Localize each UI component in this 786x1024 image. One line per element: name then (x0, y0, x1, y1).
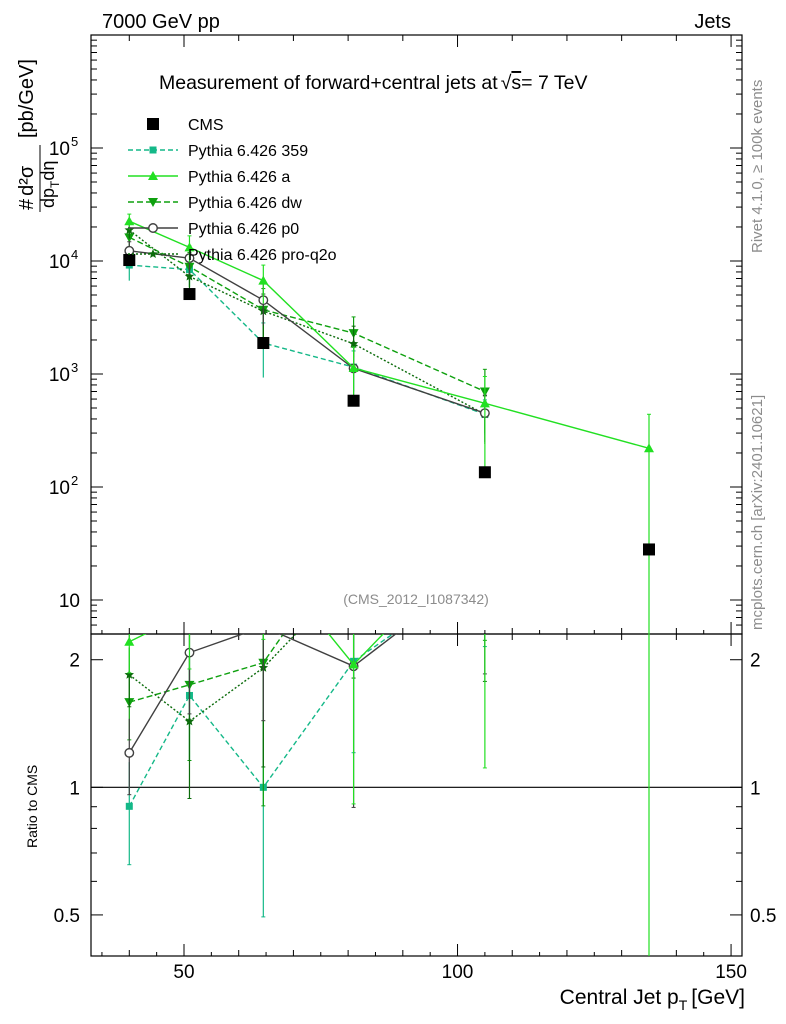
y-tick-label: 10 (59, 591, 80, 612)
ratio-data-point (348, 659, 359, 669)
ratio-data-point (184, 716, 195, 726)
header-right: Jets (694, 11, 731, 33)
ratio-data-point (259, 622, 268, 631)
ratio-plot-frame (90, 633, 743, 957)
ratio-axis-label: Ratio to CMS (24, 765, 40, 848)
ratio-tick-label-left: 2 (69, 651, 80, 672)
ratio-data-point (184, 607, 194, 616)
series-line (129, 220, 650, 449)
mcplots-label: mcplots.cern.ch [arXiv:2401.10621] (749, 395, 766, 630)
ratio-panel-series (124, 403, 654, 956)
data-point (479, 398, 490, 408)
data-point (124, 225, 134, 235)
series-line (128, 236, 486, 393)
y-tick-label: 10 (49, 252, 70, 273)
legend-marker (149, 146, 157, 154)
series-pythia-6-426-p0 (124, 241, 490, 443)
y-tick-exponent: 2 (71, 473, 78, 488)
data-point (643, 543, 655, 556)
ratio-data-point (124, 636, 135, 646)
legend-entry: CMS (147, 117, 224, 134)
y-axis-label: #d²σ (16, 165, 38, 210)
ratio-data-point (258, 548, 268, 557)
data-point (478, 466, 491, 479)
data-point (348, 338, 359, 348)
x-tick-label: 150 (715, 962, 747, 983)
ratio-series-pythia-6-426-a (124, 403, 654, 956)
ratio-data-point (125, 802, 133, 810)
data-point (183, 288, 196, 301)
ratio-series-pythia-6-426-p0 (124, 561, 490, 808)
ratio-data-point (480, 524, 490, 533)
ratio-data-point (481, 561, 490, 570)
legend-entry: Pythia 6.426 359 (128, 143, 308, 160)
data-series (123, 213, 655, 956)
series-cms (123, 254, 655, 556)
y-axis-unit: [pb/GeV] (16, 59, 38, 138)
plot-title: Measurement of forward+central jets at √s… (159, 72, 587, 94)
data-point (348, 362, 359, 372)
ratio-series-line (128, 634, 385, 666)
y-tick-exponent: 3 (71, 360, 78, 375)
series-pythia-6-426-a (124, 213, 654, 634)
series-line (129, 264, 486, 415)
ratio-tick-label-right: 0.5 (750, 906, 776, 927)
x-tick-label: 50 (173, 962, 194, 983)
legend-entry: Pythia 6.426 a (128, 169, 290, 186)
ratio-data-point (124, 747, 135, 758)
legend-marker (148, 223, 158, 233)
data-point (347, 394, 360, 407)
analysis-id: (CMS_2012_I1087342) (343, 591, 489, 607)
y-tick-exponent: 5 (71, 134, 78, 149)
ratio-data-point (349, 569, 359, 578)
data-point (644, 443, 654, 453)
legend-marker (147, 118, 159, 130)
main-panel-series (123, 213, 655, 634)
ratio-series-pythia-6-426-pro-q2o (124, 565, 490, 799)
ratio-data-point (644, 403, 654, 412)
legend-marker (148, 249, 158, 258)
data-point (123, 254, 136, 267)
legend-label: CMS (188, 117, 224, 134)
legend-entry: Pythia 6.426 pro-q2o (128, 247, 337, 264)
header-left: 7000 GeV pp (102, 11, 220, 33)
legend-label: Pythia 6.426 dw (188, 195, 302, 212)
legend-label: Pythia 6.426 p0 (188, 221, 299, 238)
ratio-data-point (124, 669, 134, 679)
rivet-label: Rivet 4.1.0, ≥ 100k events (749, 80, 766, 253)
y-tick-label: 10 (49, 365, 70, 386)
ratio-series-pythia-6-426-359 (125, 566, 488, 918)
legend: CMS Pythia 6.426 359 Pythia 6.426 a Pythia … (128, 117, 337, 264)
ratio-tick-label-left: 1 (69, 778, 80, 799)
legend-entry: Pythia 6.426 p0 (128, 221, 299, 238)
data-point (257, 337, 270, 350)
data-point (124, 216, 135, 226)
ratio-tick-label-right: 1 (750, 778, 761, 799)
ratio-data-point (349, 530, 359, 539)
legend-label: Pythia 6.426 a (188, 169, 290, 186)
legend-marker (148, 171, 158, 180)
legend-label: Pythia 6.426 pro-q2o (188, 247, 337, 264)
x-axis-label: Central Jet pT [GeV] (560, 986, 745, 1013)
y-tick-label: 10 (49, 139, 70, 160)
legend-label: Pythia 6.426 359 (188, 143, 308, 160)
ratio-data-point (481, 566, 488, 573)
ratio-data-point (480, 480, 490, 489)
data-point (184, 271, 195, 281)
ratio-data-point (480, 565, 490, 574)
data-point (258, 275, 269, 285)
y-tick-label: 10 (49, 478, 70, 499)
series-pythia-6-426-359 (125, 252, 489, 435)
ratio-series-line (128, 634, 397, 754)
x-tick-label: 100 (442, 962, 474, 983)
y-tick-exponent: 4 (71, 247, 78, 262)
data-point (184, 242, 195, 252)
y-axis-label-denominator: dpTdη (38, 161, 62, 208)
legend-entry: Pythia 6.426 dw (128, 195, 302, 212)
ratio-tick-label-right: 2 (750, 651, 761, 672)
legend-marker (148, 198, 158, 207)
ratio-tick-label-left: 0.5 (54, 906, 80, 927)
